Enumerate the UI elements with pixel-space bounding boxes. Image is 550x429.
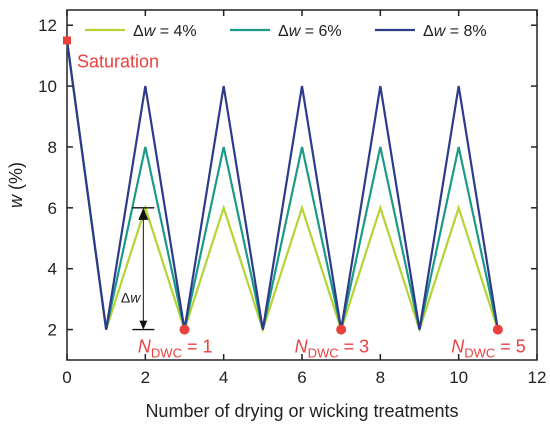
x-tick-label: 2 <box>141 368 150 387</box>
y-axis-title: w (%) <box>6 162 26 208</box>
y-tick-label: 10 <box>38 77 57 96</box>
x-tick-label: 0 <box>62 368 71 387</box>
dwc-point-3 <box>492 324 503 335</box>
x-tick-label: 4 <box>219 368 228 387</box>
y-tick-label: 12 <box>38 16 57 35</box>
dwc-point-2 <box>336 324 347 335</box>
series-line-3 <box>65 40 499 330</box>
y-tick-label: 6 <box>48 199 57 218</box>
x-axis-title: Number of drying or wicking treatments <box>145 401 458 421</box>
annotation-layer: Δw Saturation NDWC = 1 NDWC = 3 NDWC = 5 <box>63 36 526 361</box>
x-tick-label: 8 <box>376 368 385 387</box>
y-tick-label: 8 <box>48 138 57 157</box>
y-tick-label: 4 <box>48 260 57 279</box>
y-tick-label: 2 <box>48 321 57 340</box>
legend-label-1: Δw = 4% <box>133 23 197 40</box>
x-tick-label: 10 <box>449 368 468 387</box>
legend: Δw = 4% Δw = 6% Δw = 8% <box>85 23 487 40</box>
series-layer <box>65 40 499 334</box>
tick-layer: 0 2 4 6 8 10 12 2 4 6 8 10 12 <box>38 10 546 387</box>
delta-w-arrow-down <box>139 320 148 330</box>
legend-label-2: Δw = 6% <box>278 23 342 40</box>
series-line-2 <box>65 40 499 330</box>
dwc-point-1 <box>179 324 190 335</box>
legend-label-3: Δw = 8% <box>423 23 487 40</box>
delta-w-arrow-up <box>138 207 149 220</box>
dwc-label-2: NDWC = 3 <box>295 337 370 361</box>
series-line-1 <box>65 40 499 334</box>
saturation-label: Saturation <box>77 51 159 71</box>
y-axis-title-unit: (%) <box>6 162 26 195</box>
saturation-marker <box>63 36 71 45</box>
dwc-label-3: NDWC = 5 <box>451 337 526 361</box>
x-tick-label: 6 <box>297 368 306 387</box>
delta-w-label: Δw <box>121 290 141 306</box>
dwc-label-1: NDWC = 1 <box>138 337 213 361</box>
x-tick-label: 12 <box>528 368 547 387</box>
y-axis-title-symbol: w <box>6 194 26 208</box>
